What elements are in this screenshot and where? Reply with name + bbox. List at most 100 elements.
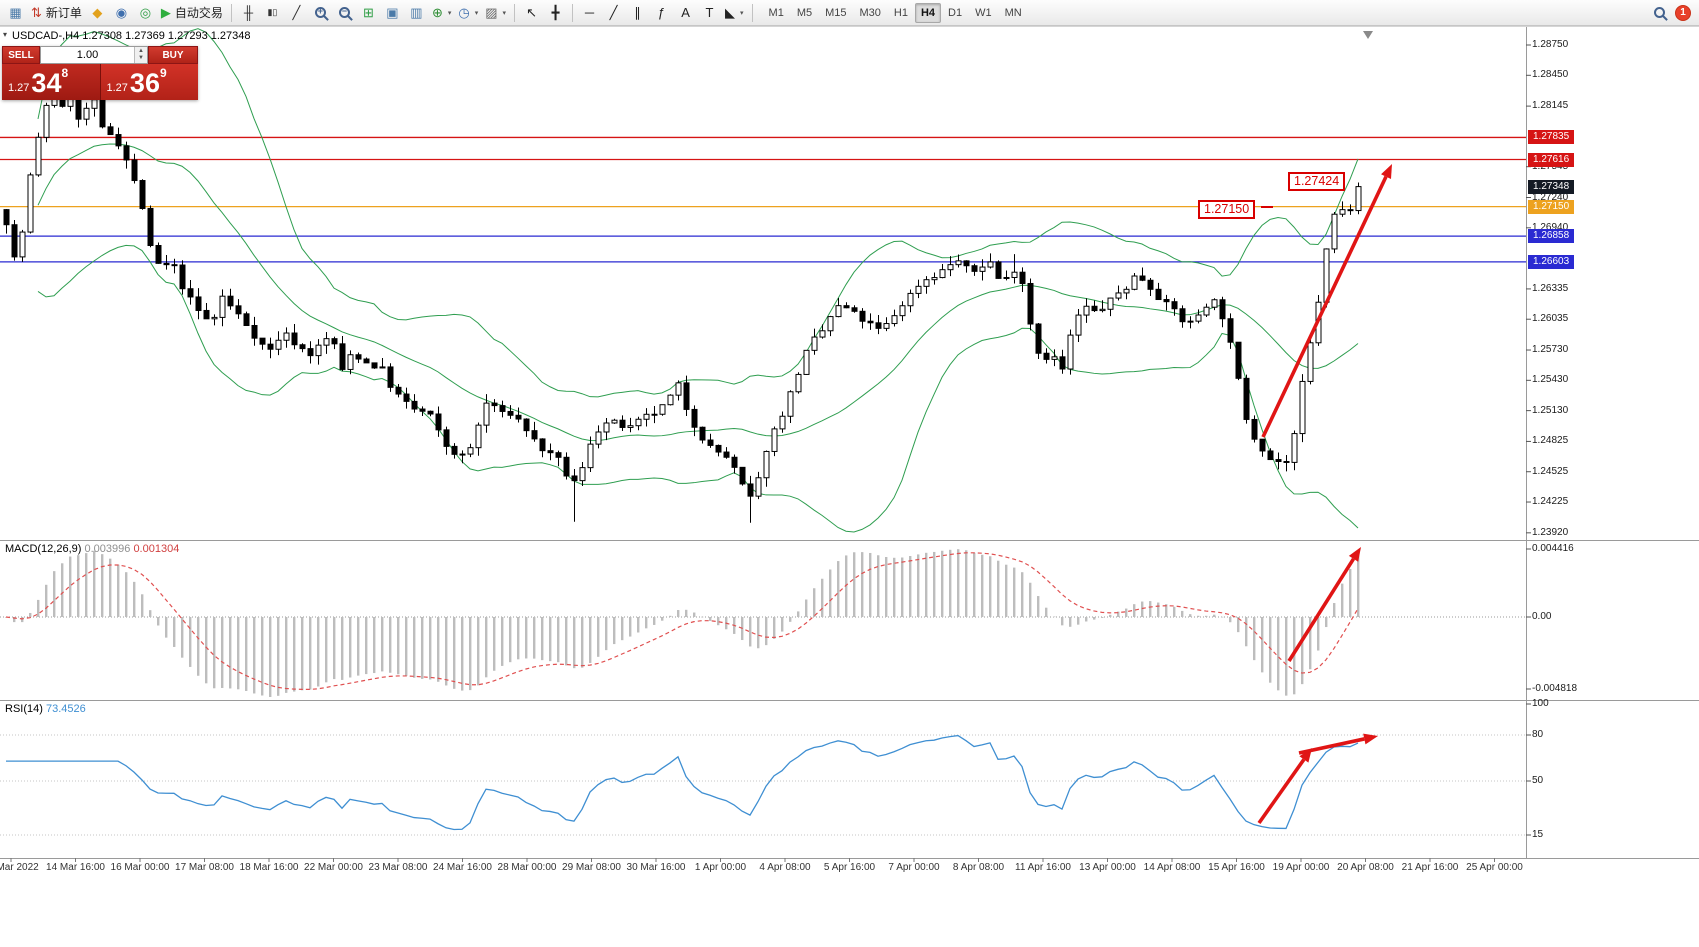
- tile-windows-icon[interactable]: ⊞: [357, 2, 380, 24]
- time-axis-label: 19 Apr 00:00: [1272, 862, 1330, 873]
- level-price-label: 1.27616: [1528, 152, 1575, 167]
- sell-price-panel[interactable]: 1.27 34 8: [2, 64, 101, 100]
- alerts-icon[interactable]: ◆: [86, 2, 109, 24]
- macd-histogram-value: 0.003996: [84, 543, 131, 555]
- text-tool-icon[interactable]: A: [674, 2, 697, 24]
- time-axis-label: 28 Mar 00:00: [497, 862, 557, 873]
- crosshair-icon[interactable]: ╋: [544, 2, 567, 24]
- timeframe-m1-button[interactable]: M1: [768, 6, 784, 19]
- trendline-tool-icon: ╱: [609, 5, 618, 20]
- chart-grid-icon[interactable]: ▦: [4, 2, 27, 24]
- buy-button[interactable]: BUY: [148, 46, 198, 64]
- line-chart-mode-icon[interactable]: ╱: [285, 2, 308, 24]
- rsi-layer: [6, 734, 1359, 831]
- price-annotation-1-27150[interactable]: 1.27150: [1198, 200, 1256, 219]
- time-axis-label: 29 Mar 08:00: [562, 862, 621, 873]
- price-tick-label: 1.24825: [1532, 435, 1569, 447]
- autotrading-button: ▶: [160, 5, 171, 20]
- time-axis-label: 20 Apr 08:00: [1337, 862, 1394, 873]
- timeframe-d1-button[interactable]: D1: [948, 6, 963, 19]
- hline-tool-icon[interactable]: ─: [578, 2, 601, 24]
- autotrading-button[interactable]: ▶ 自动交易: [158, 2, 226, 24]
- timeframe-h4-button[interactable]: H4: [914, 2, 942, 23]
- market-icon[interactable]: ◎: [134, 2, 157, 24]
- time-axis-label: 8 Apr 08:00: [952, 862, 1005, 873]
- timeframe-w1-button[interactable]: W1: [975, 6, 992, 19]
- one-click-collapse-arrow[interactable]: ▾: [3, 30, 8, 39]
- templates-icon[interactable]: ▨ ▾: [482, 2, 509, 24]
- time-axis-label: 22 Mar 00:00: [304, 862, 363, 873]
- market-icon: ◎: [139, 5, 152, 20]
- price-annotation-1-27424[interactable]: 1.27424: [1288, 172, 1346, 191]
- shapes-tool-icon: ◣: [725, 5, 736, 20]
- time-axis-label: 15 Apr 16:00: [1208, 862, 1265, 873]
- zoom-out-icon[interactable]: −: [333, 2, 356, 24]
- rsi-value: 73.4526: [45, 703, 86, 715]
- timeframe-h1-button[interactable]: H1: [893, 6, 908, 19]
- chevron-down-icon: ▾: [502, 9, 507, 17]
- zoom-in-icon[interactable]: +: [309, 2, 332, 24]
- label-tool-icon[interactable]: T: [698, 2, 721, 24]
- time-axis-label: 11 Mar 2022: [0, 862, 39, 873]
- toolbar-buttons: ▦ ⇅ 新订单 ◆ ◉ ◎ ▶ 自动交易 ╫ ▮▯ ╱ + − ⊞ ▣ ▥ ⊕ ▾ ◷ ▾ ▨ ▾ ↖ ╋ ─ ╱ ∥ ƒ A T ◣ ▾: [4, 2, 757, 24]
- one-click-trading-panel: SELL 1.00 ▲ ▼ BUY 1.27 34 8 1.27 36 9: [2, 46, 198, 100]
- timeframe-m5-button[interactable]: M5: [796, 6, 813, 19]
- arrange-windows-icon[interactable]: ▣: [381, 2, 404, 24]
- volume-spinner[interactable]: ▲ ▼: [134, 47, 147, 63]
- community-icon: ◉: [115, 5, 128, 20]
- timeframe-m15-button[interactable]: M15: [825, 6, 847, 19]
- cursor-icon[interactable]: ↖: [520, 2, 543, 24]
- time-axis-label: 17 Mar 08:00: [175, 862, 234, 873]
- rsi-scale-label: 80: [1532, 729, 1544, 740]
- channel-tool-icon: ∥: [634, 5, 641, 20]
- sell-price-big: 34: [31, 68, 62, 98]
- time-axis-label: 14 Apr 08:00: [1143, 862, 1201, 873]
- fibonacci-tool-icon[interactable]: ƒ: [650, 2, 673, 24]
- community-icon[interactable]: ◉: [110, 2, 133, 24]
- periods-icon[interactable]: ◷ ▾: [455, 2, 481, 24]
- tile-windows-icon: ⊞: [362, 5, 374, 20]
- timeframe-mn-button[interactable]: MN: [1004, 6, 1022, 19]
- search-icon[interactable]: [1654, 7, 1665, 18]
- cascade-windows-icon[interactable]: ▥: [405, 2, 428, 24]
- toolbar-separator: [230, 3, 232, 22]
- time-axis-label: 21 Apr 16:00: [1401, 862, 1459, 873]
- time-axis-label: 5 Apr 16:00: [823, 862, 876, 873]
- sell-price-prefix: 1.27: [8, 82, 30, 94]
- candlestick-mode-icon: ▮▯: [267, 7, 278, 17]
- horizontal-levels-layer[interactable]: [0, 136, 1526, 263]
- indicators-icon[interactable]: ⊕ ▾: [429, 2, 454, 24]
- bollinger-bands-layer: [37, 28, 1359, 533]
- zoom-in-icon: +: [314, 6, 326, 18]
- new-order-button[interactable]: ⇅ 新订单: [28, 2, 85, 24]
- trendline-tool-icon[interactable]: ╱: [602, 2, 625, 24]
- shapes-tool-icon[interactable]: ◣ ▾: [722, 2, 747, 24]
- volume-input[interactable]: 1.00 ▲ ▼: [40, 46, 148, 64]
- indicators-icon: ⊕: [431, 5, 443, 20]
- trend-arrows-layer[interactable]: [1257, 164, 1392, 825]
- rsi-title: RSI(14): [5, 703, 43, 715]
- chevron-down-icon: ▾: [447, 9, 452, 17]
- new-order-button: ⇅: [31, 5, 42, 20]
- sell-button[interactable]: SELL: [2, 46, 40, 64]
- bar-chart-mode-icon[interactable]: ╫: [237, 2, 260, 24]
- price-tick-label: 1.28450: [1532, 69, 1569, 81]
- chart-canvas[interactable]: [0, 26, 1699, 880]
- alerts-icon: ◆: [92, 5, 103, 20]
- notification-badge[interactable]: 1: [1675, 4, 1691, 21]
- buy-price-panel[interactable]: 1.27 36 9: [100, 64, 198, 100]
- channel-tool-icon[interactable]: ∥: [626, 2, 649, 24]
- timeframe-m30-button[interactable]: M30: [859, 6, 881, 19]
- chart-grid-icon: ▦: [9, 5, 22, 20]
- annotation-line-marker: [1261, 206, 1273, 208]
- cursor-icon: ↖: [526, 5, 537, 20]
- macd-signal-value: 0.001304: [133, 543, 180, 555]
- candlestick-mode-icon[interactable]: ▮▯: [261, 2, 284, 24]
- toolbar-separator: [751, 3, 753, 22]
- level-price-label: 1.27835: [1528, 130, 1575, 145]
- label-tool-icon: T: [705, 5, 714, 20]
- price-tick-label: 1.24225: [1532, 496, 1569, 508]
- rsi-scale-label: 15: [1532, 829, 1544, 840]
- macd-scale-label: -0.004818: [1532, 683, 1578, 694]
